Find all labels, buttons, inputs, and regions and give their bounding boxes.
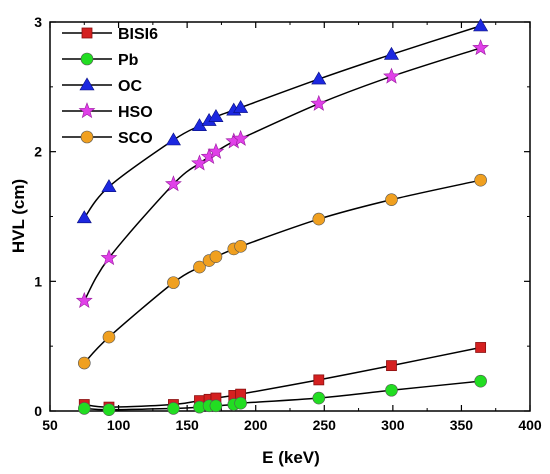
y-tick-label: 1: [34, 273, 42, 289]
series-line-sco: [83, 179, 481, 364]
data-point-oc: [165, 132, 181, 146]
data-point-sco: [234, 240, 247, 253]
legend-marker-bisi6: [81, 27, 93, 39]
legend-item-sco: SCO: [62, 130, 153, 147]
data-point-oc: [76, 210, 92, 224]
data-point-sco: [193, 260, 206, 274]
data-point-sco: [312, 212, 326, 226]
legend-label-bisi6: BISI6: [118, 26, 158, 43]
legend-marker-pb: [80, 52, 94, 66]
series-hso: [75, 39, 490, 308]
x-tick-label: 200: [244, 417, 268, 433]
data-point-hso: [165, 175, 182, 192]
data-point-sco: [167, 276, 180, 289]
x-tick-label: 300: [381, 417, 405, 433]
data-point-hso: [472, 39, 490, 56]
x-axis-title: E (keV): [262, 448, 320, 467]
data-point-hso: [383, 67, 400, 84]
x-tick-label: 400: [518, 417, 542, 433]
data-point-oc: [383, 46, 400, 60]
y-tick-label: 3: [34, 14, 42, 30]
series-line-oc: [83, 25, 481, 219]
series-line-hso: [83, 47, 481, 302]
data-point-bisi6: [475, 342, 487, 353]
data-point-pb: [312, 391, 326, 405]
data-point-hso: [75, 291, 93, 308]
legend-item-hso: HSO: [62, 102, 153, 121]
data-point-sco: [474, 173, 487, 187]
legend: BISI6 Pb OC HSO SCO: [62, 26, 158, 147]
data-point-oc: [473, 18, 489, 32]
data-point-pb: [102, 403, 116, 417]
data-point-hso: [207, 142, 225, 159]
legend-marker-hso: [78, 102, 96, 119]
series-line-pb: [84, 380, 481, 411]
data-point-sco: [385, 193, 398, 206]
data-point-hso: [310, 94, 328, 111]
series-pb: [77, 374, 487, 417]
data-point-pb: [385, 383, 398, 397]
data-point-oc: [311, 71, 327, 85]
axes: 50 100 150 200 250 300 350 400 0 1 2 3: [34, 14, 542, 433]
x-tick-label: 150: [175, 417, 199, 433]
legend-marker-oc: [79, 77, 95, 91]
data-point-hso: [100, 249, 118, 266]
data-point-sco: [209, 250, 223, 263]
legend-item-oc: OC: [62, 77, 142, 95]
series-group: [75, 18, 490, 417]
legend-label-oc: OC: [118, 78, 142, 95]
data-point-oc: [208, 109, 224, 122]
data-point-hso: [232, 129, 250, 146]
data-point-oc: [101, 179, 117, 192]
data-point-sco: [102, 330, 116, 344]
x-tick-label: 50: [42, 417, 58, 433]
data-point-pb: [234, 396, 247, 410]
series-bisi6: [78, 342, 487, 413]
y-tick-label: 2: [34, 144, 42, 160]
data-point-bisi6: [313, 374, 325, 386]
y-axis-title: HVL (cm): [9, 179, 28, 253]
data-point-pb: [77, 402, 91, 415]
series-sco: [77, 173, 487, 370]
legend-item-pb: Pb: [62, 52, 139, 69]
y-tick-label: 0: [34, 403, 42, 419]
legend-label-sco: SCO: [118, 130, 153, 147]
data-point-oc: [233, 99, 249, 113]
x-tick-label: 250: [313, 417, 337, 433]
series-oc: [76, 18, 489, 224]
series-line-bisi6: [84, 346, 481, 408]
legend-marker-sco: [80, 130, 94, 144]
x-tick-label: 350: [450, 417, 474, 433]
data-point-sco: [77, 356, 91, 370]
legend-label-pb: Pb: [118, 52, 139, 69]
legend-item-bisi6: BISI6: [62, 26, 158, 43]
data-point-bisi6: [386, 360, 397, 372]
legend-label-hso: HSO: [118, 104, 153, 121]
data-point-pb: [209, 399, 223, 413]
data-point-pb: [474, 374, 487, 388]
data-point-pb: [167, 402, 180, 415]
x-tick-label: 100: [107, 417, 131, 433]
